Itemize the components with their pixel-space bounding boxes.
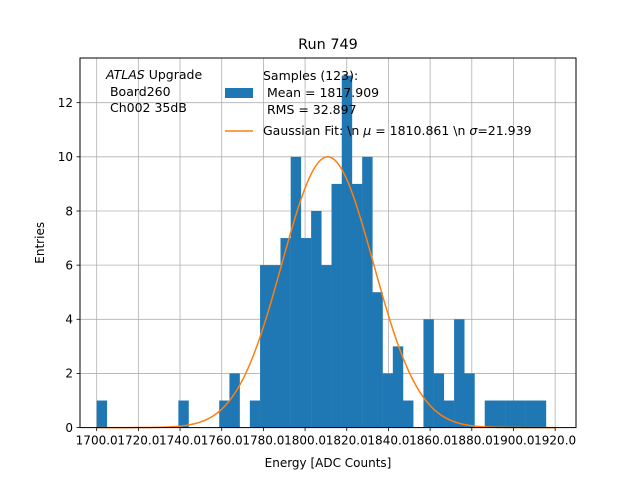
x-tick-label-9: 1880.0 [451,434,493,448]
x-tick-label-8: 1860.0 [409,434,451,448]
histogram-bar-8 [290,156,302,428]
histogram-bar-10 [311,210,322,428]
gaussian-fit-curve [96,156,556,429]
annotation-board: Board260 [106,84,171,99]
histogram-bar-24 [464,373,475,428]
legend-hist-swatch [225,88,253,98]
plot-frame [79,57,577,429]
histogram-bar-29 [525,400,536,428]
y-tick-label-3: 6 [65,258,73,272]
histogram-bar-27 [505,400,516,428]
y-tick-label-4: 8 [65,204,73,218]
x-tick-label-10: 1900.0 [492,434,534,448]
y-tick-label-6: 12 [58,96,73,110]
histogram-bar-13 [341,75,353,428]
histogram-bar-23 [454,319,465,428]
histogram-bar-16 [372,292,383,428]
histogram-bar-1 [178,400,189,428]
legend-fit-sigma: σ [469,123,478,138]
y-axis-ticks: 0 2 4 6 8 10 12 [58,96,80,435]
histogram-bar-28 [515,400,526,428]
x-axis-ticks: 1700.0 1720.0 1740.0 1760.0 1780.0 1800.0 1820… [76,427,576,448]
histogram-bar-12 [331,183,342,428]
annotation-line1: ATLAS Upgrade [105,67,202,82]
x-tick-label-2: 1740.0 [159,434,201,448]
x-axis-label: Energy [ADC Counts] [265,456,392,470]
histogram-bar-4 [249,400,261,428]
legend-fit-suffix: =21.939 [477,123,531,138]
histogram-bar-0 [96,400,108,428]
x-tick-label-0: 1700.0 [76,434,118,448]
histogram-bar-30 [535,400,547,428]
legend-fit-mid: = 1810.861 \n [371,123,469,138]
legend-fit-mu: μ [362,123,371,138]
legend-hist-line1: Samples (123): [263,68,358,83]
histogram-bar-17 [382,373,394,428]
annotation-channel: Ch002 35dB [106,100,187,115]
x-tick-label-7: 1840.0 [367,434,409,448]
y-axis-label: Entries [33,222,47,264]
histogram-bar-26 [494,400,506,428]
histogram-bar-25 [484,400,496,428]
histogram-bar-22 [443,400,455,428]
histogram-bar-7 [280,238,291,428]
histogram-bar-21 [433,373,445,428]
atlas-annotation: ATLAS Upgrade Board260 Ch002 35dB [105,67,202,115]
legend-fit-label: Gaussian Fit: \n μ = 1810.861 \n σ=21.93… [263,123,532,138]
annotation-upgrade: Upgrade [145,67,203,82]
legend-hist-line3: RMS = 32.897 [263,102,357,117]
histogram-bar-2 [219,400,230,428]
legend-fit-prefix: Gaussian Fit: \n [263,123,363,138]
chart-title: Run 749 [298,37,358,53]
x-tick-label-6: 1820.0 [326,434,368,448]
y-tick-label-5: 10 [58,150,73,164]
legend: Samples (123): Mean = 1817.909 RMS = 32.… [225,68,532,138]
histogram-bar-18 [392,346,404,428]
histogram-bars [96,75,547,428]
histogram-bar-20 [423,319,434,428]
y-tick-label-2: 4 [65,313,73,327]
histogram-bar-3 [229,373,240,428]
x-tick-label-3: 1760.0 [201,434,243,448]
histogram-bar-15 [362,156,373,428]
histogram-bar-6 [270,265,281,428]
histogram-bar-11 [321,265,332,428]
x-tick-label-11: 1920.0 [534,434,576,448]
annotation-atlas: ATLAS [105,67,145,82]
y-tick-label-0: 0 [65,421,73,435]
x-tick-label-5: 1800.0 [284,434,326,448]
x-tick-label-4: 1780.0 [242,434,284,448]
histogram-bar-9 [300,238,312,428]
x-tick-label-1: 1720.0 [117,434,159,448]
histogram-bar-14 [351,183,363,428]
histogram-bar-19 [403,400,414,428]
histogram-bar-5 [260,265,271,428]
y-tick-label-1: 2 [65,367,73,381]
legend-hist-line2: Mean = 1817.909 [263,85,379,100]
